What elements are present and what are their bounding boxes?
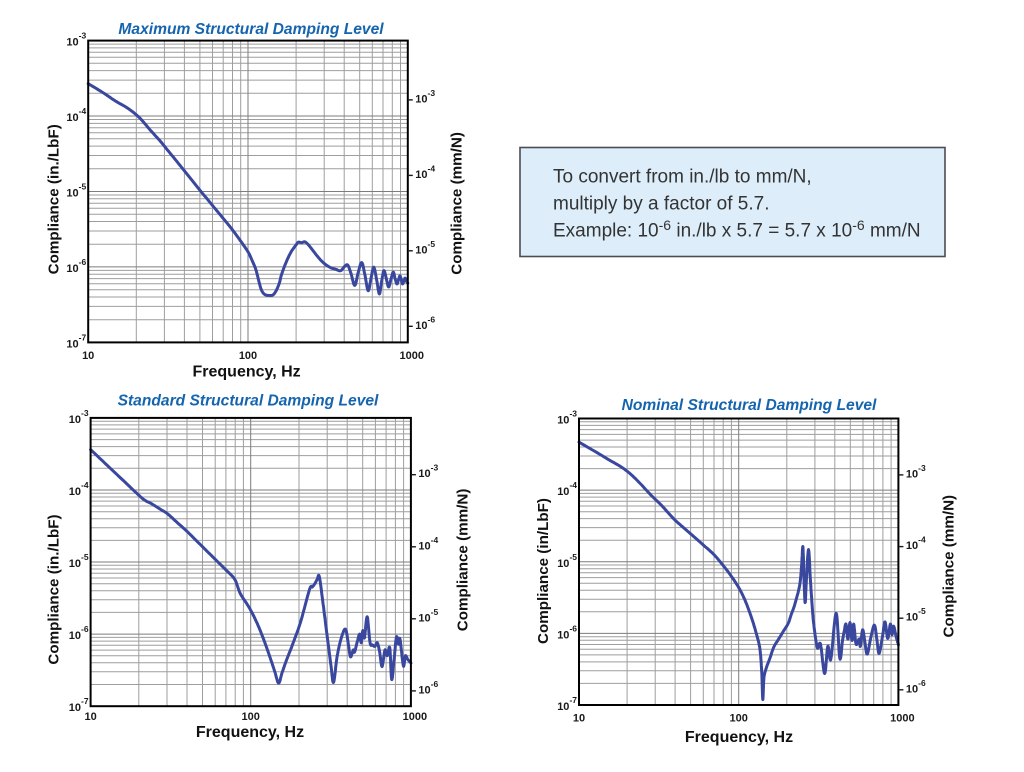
svg-text:Example: 10-6 in./lb x 5.7 = 5: Example: 10-6 in./lb x 5.7 = 5.7 x 10-6 … [553,217,921,242]
svg-text:1000: 1000 [400,350,424,362]
svg-text:Frequency, Hz: Frequency, Hz [196,724,304,741]
svg-text:Compliance (mm/N): Compliance (mm/N) [454,489,471,632]
svg-text:100: 100 [239,350,257,362]
svg-text:100: 100 [730,713,748,725]
svg-text:Compliance (in/LbF): Compliance (in/LbF) [535,498,552,644]
svg-text:Compliance (mm/N): Compliance (mm/N) [449,132,466,275]
svg-text:10: 10 [573,713,585,725]
svg-text:Compliance (in./LbF): Compliance (in./LbF) [46,124,63,274]
svg-text:10: 10 [82,350,94,362]
svg-text:Compliance (in./LbF): Compliance (in./LbF) [46,514,63,664]
svg-text:Compliance (mm/N): Compliance (mm/N) [941,495,958,638]
svg-text:multiply by a factor of 5.7.: multiply by a factor of 5.7. [553,194,770,215]
svg-text:100: 100 [242,711,260,723]
svg-text:Frequency, Hz: Frequency, Hz [193,364,301,381]
svg-text:Maximum Structural Damping Lev: Maximum Structural Damping Level [118,21,384,38]
svg-text:10: 10 [84,711,96,723]
svg-text:Nominal Structural Damping Lev: Nominal Structural Damping Level [622,397,877,414]
svg-text:Frequency, Hz: Frequency, Hz [685,729,793,746]
svg-text:Standard Structural Damping Le: Standard Structural Damping Level [118,393,379,410]
svg-text:1000: 1000 [890,713,914,725]
svg-text:1000: 1000 [403,711,427,723]
svg-text:To convert from in./lb to mm/N: To convert from in./lb to mm/N, [553,166,812,187]
